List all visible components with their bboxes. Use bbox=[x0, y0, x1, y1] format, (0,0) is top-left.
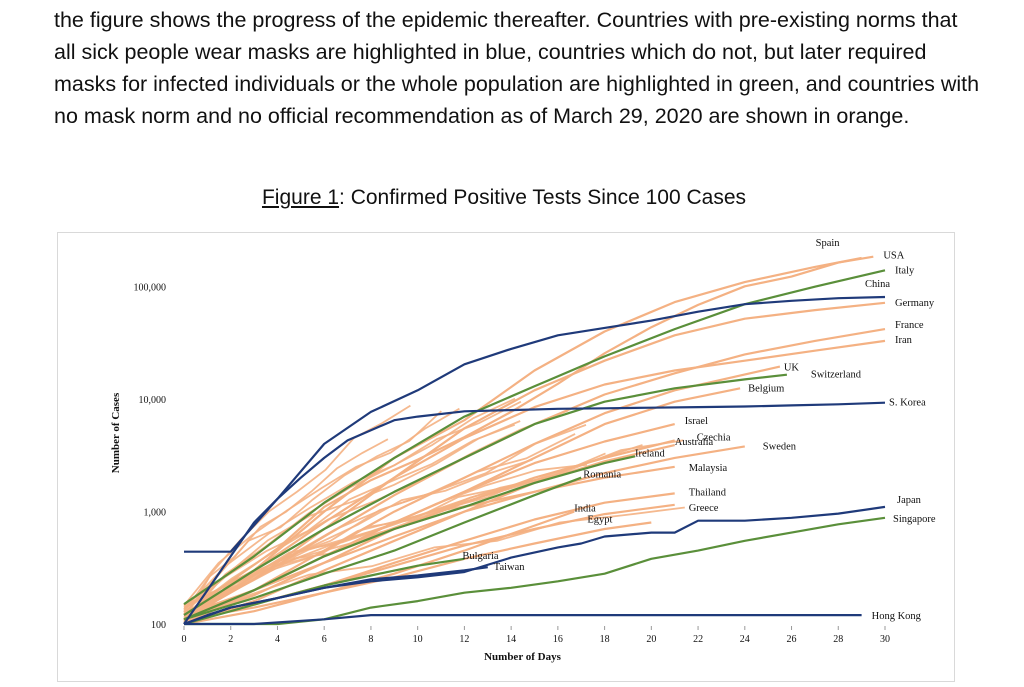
series-label: Spain bbox=[816, 238, 841, 249]
x-tick-label: 4 bbox=[275, 634, 280, 645]
x-tick-label: 0 bbox=[182, 634, 187, 645]
series-line-unlabeled bbox=[183, 438, 389, 613]
series-label: Romania bbox=[583, 470, 621, 481]
series-line-s-korea bbox=[183, 401, 886, 625]
series-line-romania bbox=[183, 476, 582, 621]
series-label: Ireland bbox=[635, 448, 665, 459]
intro-paragraph: the figure shows the progress of the epi… bbox=[54, 8, 980, 128]
x-tick-label: 24 bbox=[740, 634, 750, 645]
series-line-india bbox=[183, 510, 575, 626]
series-label: Belgium bbox=[748, 383, 784, 394]
series-label: Taiwan bbox=[494, 562, 526, 573]
series-label: Egypt bbox=[587, 514, 612, 525]
x-tick-label: 14 bbox=[506, 634, 516, 645]
series-line-ireland bbox=[183, 455, 636, 621]
series-label: Iran bbox=[895, 335, 913, 346]
series-label: Japan bbox=[897, 495, 922, 506]
x-tick-label: 8 bbox=[368, 634, 373, 645]
series-label: Israel bbox=[685, 416, 708, 427]
series-label: UK bbox=[784, 363, 800, 374]
series-line-uk bbox=[183, 365, 781, 625]
series-line-italy bbox=[183, 269, 886, 606]
series-line-bulgaria bbox=[183, 557, 465, 626]
x-tick-label: 10 bbox=[413, 634, 423, 645]
series-line-germany bbox=[183, 301, 886, 621]
series-line-egypt bbox=[183, 521, 652, 621]
series-line-hong-kong bbox=[184, 614, 862, 626]
y-tick-label: 10,000 bbox=[139, 395, 167, 406]
x-tick-label: 20 bbox=[646, 634, 656, 645]
x-tick-label: 26 bbox=[787, 634, 797, 645]
series-label: S. Korea bbox=[889, 398, 926, 409]
series-line-unlabeled bbox=[183, 423, 516, 614]
x-tick-label: 18 bbox=[600, 634, 610, 645]
series-line-japan bbox=[183, 505, 886, 626]
series-label: Hong Kong bbox=[872, 611, 922, 622]
series-line-spain bbox=[183, 256, 862, 617]
x-tick-label: 2 bbox=[228, 634, 233, 645]
y-tick-label: 1,000 bbox=[144, 508, 167, 519]
series-label: France bbox=[895, 320, 924, 331]
y-tick-label: 100,000 bbox=[134, 283, 167, 294]
series-label: Switzerland bbox=[811, 370, 862, 381]
series-line-usa bbox=[183, 255, 874, 616]
series-line-iran bbox=[183, 339, 886, 609]
series-label: Germany bbox=[895, 298, 935, 309]
x-tick-label: 30 bbox=[880, 634, 890, 645]
series-label: Sweden bbox=[763, 441, 797, 452]
x-tick-label: 12 bbox=[459, 634, 469, 645]
x-tick-label: 28 bbox=[833, 634, 843, 645]
series-label: Bulgaria bbox=[462, 551, 498, 562]
series-label: China bbox=[865, 279, 890, 290]
series-line-australia bbox=[183, 444, 675, 626]
x-tick-label: 22 bbox=[693, 634, 703, 645]
series-line-switzerland bbox=[183, 373, 788, 617]
chart-container: 100 1,000 10,000 100,000 0 2 4 6 8 10 12 14 16 18 20 22… bbox=[57, 232, 955, 682]
figure-label: Figure 1 bbox=[261, 186, 340, 209]
series-label: Czechia bbox=[697, 432, 731, 443]
y-tick-label: 100 bbox=[151, 620, 166, 631]
series-label: Malaysia bbox=[689, 463, 728, 474]
series-label: India bbox=[574, 504, 596, 515]
figure-caption: Figure 1: Confirmed Positive Tests Since… bbox=[0, 186, 1008, 210]
figure-title: : Confirmed Positive Tests Since 100 Cas… bbox=[339, 186, 746, 209]
x-tick-label: 6 bbox=[322, 634, 327, 645]
x-axis-title: Number of Days bbox=[484, 651, 562, 663]
series-label: Italy bbox=[895, 265, 915, 276]
series-label: USA bbox=[883, 251, 904, 262]
series-line-czechia bbox=[183, 439, 675, 621]
series-label: Australia bbox=[675, 437, 714, 448]
series-line-china bbox=[184, 295, 886, 553]
x-tick-label: 16 bbox=[553, 634, 563, 645]
y-axis-title: Number of Cases bbox=[110, 392, 122, 473]
series-label: Thailand bbox=[689, 487, 727, 498]
series-label: Singapore bbox=[893, 514, 936, 525]
series-label: Greece bbox=[689, 503, 719, 514]
